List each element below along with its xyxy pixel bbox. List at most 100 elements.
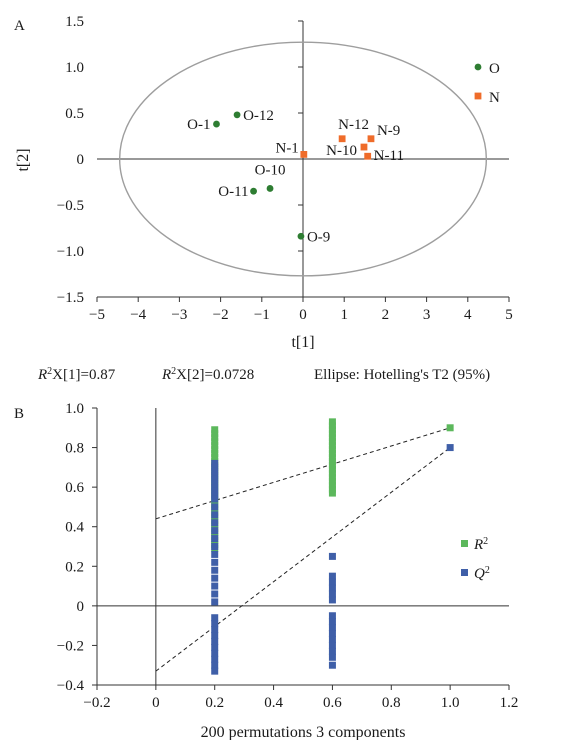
panel-b-point-q2 (211, 495, 219, 503)
panel-a-point-o-12 (233, 111, 241, 119)
panel-b-point-q2 (328, 590, 336, 598)
panel-b-point-q2 (211, 558, 219, 566)
panel-a-point-n-11 (364, 152, 372, 160)
panel-b-point-q2 (328, 552, 336, 560)
panel-b-point-r2 (211, 430, 219, 438)
panel-b-point-q2 (328, 612, 336, 620)
panel-a-x-tick-label: −3 (171, 307, 187, 323)
panel-b-y-tick-label: 0 (77, 599, 85, 615)
panel-a-point-label: O-10 (255, 162, 286, 178)
panel-b-point-r2 (328, 430, 336, 438)
panel-b-point-r2 (211, 446, 219, 454)
panel-b-point-q2 (211, 519, 219, 527)
panel-b-x-tick-label: 0.4 (264, 695, 283, 711)
caption-ellipse-text: Ellipse: Hotelling's T2 (95%) (314, 367, 490, 383)
panel-a-y-tick-label: 1.0 (65, 60, 84, 76)
panel-b-point-q2 (211, 637, 219, 645)
panel-b-point-q2 (211, 487, 219, 495)
panel-b-point-q2 (211, 543, 219, 550)
panel-a-legend-label-n: N (489, 90, 500, 106)
panel-b-y-tick-label: 0.8 (65, 441, 84, 457)
panel-a-x-tick-label: 0 (299, 307, 307, 323)
panel-b-point-q2 (328, 630, 336, 638)
panel-b-point-q2 (328, 618, 336, 626)
legend-q2-label: Q2 (474, 565, 490, 583)
panel-b-point-q2 (328, 578, 336, 586)
panel-b-point-q2 (211, 491, 219, 499)
panel-b-point-q2 (328, 647, 336, 655)
panel-b-point-r2 (211, 450, 219, 458)
panel-a-x-tick-label: 1 (340, 307, 348, 323)
panel-a-y-tick-label: −1.0 (57, 244, 84, 260)
panel-a-point-label: N-11 (374, 148, 404, 164)
panel-a-x-tick-label: 5 (505, 307, 513, 323)
panel-a-ticks: −5 −4 −3 −2 −1 0 1 2 3 4 5 1.5 1.0 0.5 0 −0.5 −1.0 −1.5 (57, 14, 513, 323)
panel-a-points (213, 111, 375, 240)
panel-b-x-tick-label: −0.2 (83, 695, 110, 711)
panel-b-x-axis-label: 200 permutations 3 components (201, 724, 406, 740)
panel-a-x-tick-label: −4 (130, 307, 146, 323)
panel-b-point-q2 (211, 471, 219, 479)
panel-b-point-q2 (211, 590, 219, 598)
panel-b-point-q2 (328, 635, 336, 643)
panel-b-letter: B (14, 406, 24, 422)
panel-b-x-tick-label: 0.6 (323, 695, 342, 711)
panel-a-plot: −5 −4 −3 −2 −1 0 1 2 3 4 5 1.5 1.0 0.5 0 −0.5 −1.0 −1.5 O… (57, 14, 513, 323)
panel-b-point-r2 (328, 485, 336, 493)
panel-b-point-r2 (328, 418, 336, 426)
panel-b-point-q2 (211, 503, 219, 511)
panel-b-point-q2 (211, 511, 219, 519)
caption-r2x2-symbol: R (161, 367, 171, 383)
panel-a-point-label: O-9 (307, 229, 330, 245)
panel-a-x-tick-label: −5 (89, 307, 105, 323)
panel-a-legend: ON (474, 61, 500, 106)
panel-a-point-o-11 (250, 187, 257, 195)
panel-b-point-q2 (211, 649, 219, 657)
panel-b-point-q2 (328, 661, 336, 669)
panel-b-point-q2 (328, 572, 336, 580)
panel-b-point-q2 (211, 655, 219, 663)
panel-b-point-r2 (211, 426, 219, 434)
panel-b-y-tick-label: 1.0 (65, 401, 84, 417)
panel-a-y-tick-label: −0.5 (57, 198, 84, 214)
panel-b-point-r2 (211, 442, 219, 450)
panel-b-x-tick-label: 0.8 (382, 695, 401, 711)
panel-a-x-tick-label: 4 (464, 307, 472, 323)
panel-b-point-q2 (211, 467, 219, 475)
panel-a-legend-label-o: O (489, 61, 500, 77)
panel-a-point-label: O-1 (187, 117, 210, 133)
panel-b-point-r2 (328, 481, 336, 489)
panel-b-y-tick-label: −0.4 (57, 678, 85, 694)
panel-b-point-q2 (211, 475, 219, 483)
panel-b-point-q2 (211, 598, 219, 606)
panel-b-point-r2 (328, 457, 336, 465)
panel-a-point-n-1 (300, 151, 308, 158)
panel-a-x-tick-label: 2 (382, 307, 390, 323)
panel-b-point-q2 (328, 624, 336, 632)
legend-r2-marker (461, 540, 468, 547)
panel-b-point-q2 (211, 527, 219, 535)
panel-b-y-tick-label: −0.2 (57, 638, 84, 654)
panel-b-point-q2 (328, 653, 336, 661)
panel-a-point-label: N-10 (326, 143, 357, 159)
panel-a-point-n-12 (338, 135, 346, 143)
panel-b-point-q2 (211, 661, 219, 669)
legend-q2-marker (461, 569, 468, 576)
caption-r2x1-superscript: 2 (47, 366, 52, 377)
caption-r2x2-superscript: 2 (171, 366, 176, 377)
panel-b-axes (96, 408, 509, 686)
panel-b-point-q2 (211, 550, 219, 558)
panel-b-point-r2 (211, 438, 219, 446)
panel-b-point-r2 (446, 424, 454, 432)
panel-a-point-o-1 (213, 120, 220, 128)
panel-b-y-tick-label: 0.2 (65, 559, 84, 575)
panel-a-y-axis-label: t[2] (15, 148, 32, 171)
panel-a-x-tick-label: −2 (213, 307, 229, 323)
hotelling-ellipse (118, 41, 488, 277)
panel-a-point-label: O-11 (218, 184, 248, 200)
panel-a-x-tick-label: −1 (254, 307, 270, 323)
panel-b-point-q2 (211, 459, 219, 467)
panel-b-point-r2 (328, 446, 336, 454)
panel-b-x-tick-label: 1.0 (441, 695, 460, 711)
panel-b-point-r2 (328, 473, 336, 481)
